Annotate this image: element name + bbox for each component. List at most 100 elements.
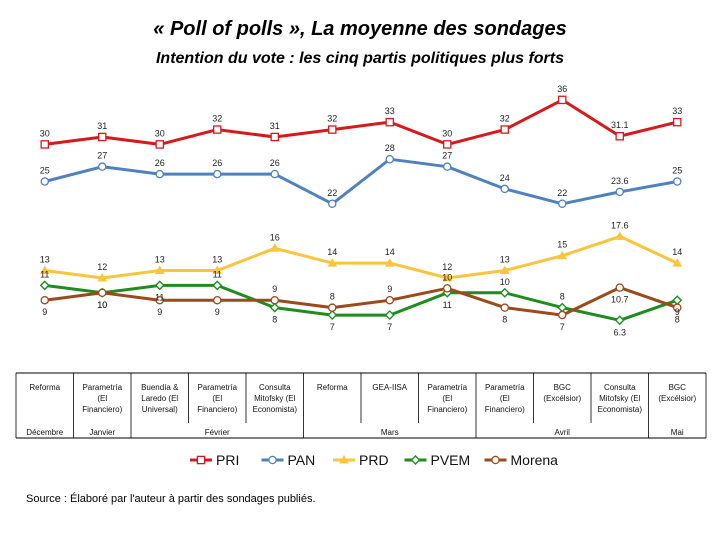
pri-data-label: 36 — [557, 84, 567, 94]
pvem-data-label: 11 — [213, 269, 222, 279]
category-tick-label: (El — [97, 394, 107, 403]
pvem-data-label: 7 — [330, 322, 335, 332]
pri-data-point — [270, 132, 279, 142]
pan-data-point — [212, 169, 222, 179]
pvem-data-point — [39, 280, 50, 291]
pri-data-point — [327, 125, 337, 134]
pan-data-point — [327, 199, 337, 209]
category-tick-label: (El — [212, 394, 222, 403]
category-tick-label: Laredo (El — [141, 394, 178, 403]
category-tick-label: Universal) — [142, 405, 178, 414]
prd-data-point — [499, 265, 510, 275]
pan-data-point — [40, 177, 50, 186]
category-tick-label: (Excélsior) — [658, 394, 696, 403]
pri-data-point — [442, 140, 452, 149]
category-tick-label: Reforma — [29, 383, 60, 392]
category-tick-label: Parametría — [485, 383, 525, 392]
category-tick-label: GEA-IISA — [372, 383, 407, 392]
month-label: Décembre — [26, 428, 63, 437]
category-tick-label: BGC — [554, 383, 572, 392]
pan-data-point — [98, 162, 107, 171]
legend-marker-prd — [339, 454, 349, 464]
pri-data-label: 32 — [212, 114, 222, 124]
morena-data-label: 9 — [42, 307, 47, 317]
pri-data-point — [155, 140, 164, 149]
prd-data-label: 14 — [672, 247, 682, 257]
prd-data-point — [384, 258, 395, 267]
pvem-data-label: 11 — [155, 292, 164, 302]
pri-data-point — [558, 95, 567, 105]
legend-label-pan: PAN — [288, 452, 316, 468]
category-table: Reforma Parametría (El Financiero) Buendía &… — [15, 372, 707, 439]
prd-data-label: 13 — [155, 255, 165, 265]
month-label: Mars — [381, 428, 399, 437]
pvem-data-point — [557, 302, 568, 313]
pan-data-point — [615, 187, 625, 197]
morena-data-label: 10 — [97, 300, 107, 310]
morena-data-point — [212, 295, 222, 305]
prd-data-point — [269, 243, 280, 252]
pan-data-label: 26 — [270, 158, 280, 168]
pan-data-label: 24 — [500, 173, 510, 183]
chart-title: « Poll of polls », La moyenne des sondag… — [153, 18, 567, 40]
morena-data-point — [500, 303, 509, 312]
pan-data-label: 23.6 — [611, 176, 629, 186]
pri-data-label: 31 — [270, 121, 280, 131]
morena-data-point — [673, 303, 682, 312]
morena-data-point — [327, 303, 337, 312]
prd-data-label: 13 — [500, 255, 510, 265]
prd-data-point — [557, 250, 568, 260]
pvem-data-label: 11 — [443, 300, 452, 310]
pri-data-point — [98, 132, 107, 142]
pan-data-point — [385, 154, 394, 164]
pan-data-point — [500, 184, 509, 194]
prd-data-point — [97, 272, 108, 282]
category-tick-label: (El — [442, 394, 452, 403]
pvem-data-label: 6.3 — [613, 327, 626, 337]
pvem-data-label: 9 — [675, 307, 680, 317]
pan-series-line — [44, 157, 678, 206]
morena-data-label: 9 — [215, 307, 220, 317]
morena-data-label: 9 — [387, 284, 392, 294]
pvem-data-label: 8 — [560, 292, 565, 302]
legend-label-morena: Morena — [511, 452, 559, 468]
prd-data-point — [327, 258, 338, 267]
prd-data-label: 12 — [442, 262, 452, 272]
prd-data-label: 16 — [270, 232, 280, 242]
category-tick-label: Mitofsky (El — [599, 394, 641, 403]
prd-series-line — [44, 234, 678, 280]
pan-data-label: 26 — [155, 158, 165, 168]
morena-data-label: 8 — [330, 292, 335, 302]
pri-data-label: 33 — [672, 106, 682, 116]
prd-data-label: 12 — [97, 262, 107, 272]
pan-data-label: 26 — [212, 158, 222, 168]
pri-data-point — [212, 125, 222, 134]
category-tick-label: Parametría — [82, 383, 122, 392]
month-label: Janvier — [89, 428, 115, 437]
source-note: Source : Élaboré par l'auteur à partir d… — [26, 493, 316, 505]
pri-data-label: 32 — [327, 114, 337, 124]
pri-data-point — [673, 117, 682, 127]
month-label: Mai — [671, 428, 684, 437]
morena-data-point — [615, 283, 625, 292]
data-labels: 30 31 30 32 31 32 33 30 32 36 31.1 33 25 27 26 26 26 22 28… — [40, 84, 683, 337]
month-label: Avril — [555, 428, 571, 437]
series-lines — [39, 95, 683, 326]
pri-data-label: 31.1 — [611, 120, 629, 130]
pvem-data-point — [154, 280, 165, 291]
category-tick-label: Consulta — [259, 383, 291, 392]
pvem-data-label: 11 — [40, 269, 49, 279]
legend-marker-pvem — [410, 455, 421, 465]
chart-subtitle: Intention du vote : les cinq partis poli… — [155, 50, 565, 67]
morena-data-label: 10 — [442, 272, 452, 282]
morena-data-point — [98, 288, 107, 298]
pvem-data-point — [384, 310, 395, 321]
category-tick-label: Financiero) — [197, 405, 237, 414]
legend-label-pvem: PVEM — [431, 452, 471, 468]
morena-data-point — [558, 310, 567, 320]
morena-data-label: 9 — [157, 307, 162, 317]
prd-data-label: 15 — [557, 240, 567, 250]
category-tick-label: (Excélsior) — [543, 394, 581, 403]
legend-label-prd: PRD — [359, 452, 389, 468]
morena-data-point — [385, 295, 394, 305]
